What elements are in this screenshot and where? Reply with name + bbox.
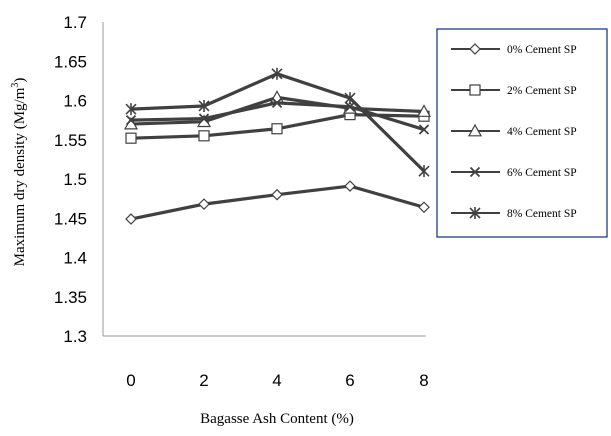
- square-marker: [198, 130, 210, 142]
- series-5: [125, 67, 430, 178]
- legend-item: 0% Cement SP: [451, 43, 577, 56]
- y-tick-label: 1.4: [63, 249, 87, 268]
- y-tick-label: 1.5: [63, 170, 87, 189]
- diamond-marker: [198, 198, 210, 210]
- legend-item: 2% Cement SP: [451, 84, 577, 97]
- legend-label: 0% Cement SP: [507, 44, 577, 56]
- diamond-marker: [271, 188, 283, 201]
- y-axis-title-main: Maximum dry density (Mg/m: [12, 87, 28, 266]
- series-2: [125, 109, 430, 144]
- y-axis-title: Maximum dry density (Mg/m3): [10, 78, 28, 267]
- star-marker: [344, 92, 356, 105]
- square-marker: [125, 132, 137, 144]
- series-1: [125, 180, 430, 225]
- y-tick-label: 1.6: [63, 92, 87, 111]
- x-marker: [469, 166, 481, 178]
- legend-label: 8% Cement SP: [507, 208, 577, 220]
- diamond-marker: [344, 180, 356, 192]
- y-tick-label: 1.55: [54, 131, 87, 150]
- x-tick-labels: 0 2 4 6 8: [126, 371, 428, 390]
- diamond-marker: [469, 43, 481, 55]
- diamond-marker: [418, 201, 430, 214]
- series-4: [125, 97, 430, 135]
- x-marker: [418, 124, 430, 135]
- x-tick-label: 0: [126, 371, 135, 390]
- legend-item: 6% Cement SP: [451, 166, 577, 179]
- x-marker: [271, 97, 283, 108]
- star-marker: [198, 99, 210, 112]
- star-marker: [418, 165, 430, 178]
- x-tick-label: 6: [345, 371, 354, 390]
- triangle-marker: [467, 123, 483, 137]
- legend-item: 4% Cement SP: [451, 123, 577, 138]
- legend-item: 8% Cement SP: [451, 207, 577, 220]
- x-axis-title: Bagasse Ash Content (%): [200, 411, 354, 427]
- legend-box: [436, 28, 608, 238]
- star-marker: [125, 103, 137, 116]
- y-tick-label: 1.45: [54, 209, 87, 228]
- x-tick-label: 8: [419, 371, 428, 390]
- x-marker: [344, 101, 356, 112]
- triangle-marker: [416, 104, 432, 117]
- diamond-marker: [125, 213, 137, 225]
- series-layer: [123, 67, 432, 225]
- x-marker: [125, 114, 137, 126]
- y-tick-label: 1.7: [63, 13, 87, 32]
- y-tick-labels: 1.7 1.65 1.6 1.55 1.5 1.45 1.4 1.35 1.3: [54, 13, 87, 346]
- y-tick-label: 1.3: [63, 327, 87, 346]
- square-marker: [469, 84, 481, 96]
- y-tick-label: 1.65: [54, 52, 87, 71]
- x-tick-label: 2: [199, 371, 208, 390]
- legend: 0% Cement SP 2% Cement SP 4% Cement SP 6% C…: [436, 28, 608, 238]
- x-marker: [198, 113, 210, 124]
- plot-axes: [102, 22, 426, 337]
- legend-label: 4% Cement SP: [507, 126, 577, 138]
- legend-label: 6% Cement SP: [507, 167, 577, 179]
- y-tick-label: 1.35: [54, 288, 87, 307]
- y-axis-title-superscript: 3: [10, 83, 21, 88]
- star-marker: [469, 207, 481, 219]
- y-axis-title-close: ): [12, 78, 28, 83]
- x-tick-label: 4: [272, 371, 281, 390]
- square-marker: [271, 123, 283, 135]
- star-marker: [271, 67, 283, 80]
- legend-label: 2% Cement SP: [507, 85, 577, 97]
